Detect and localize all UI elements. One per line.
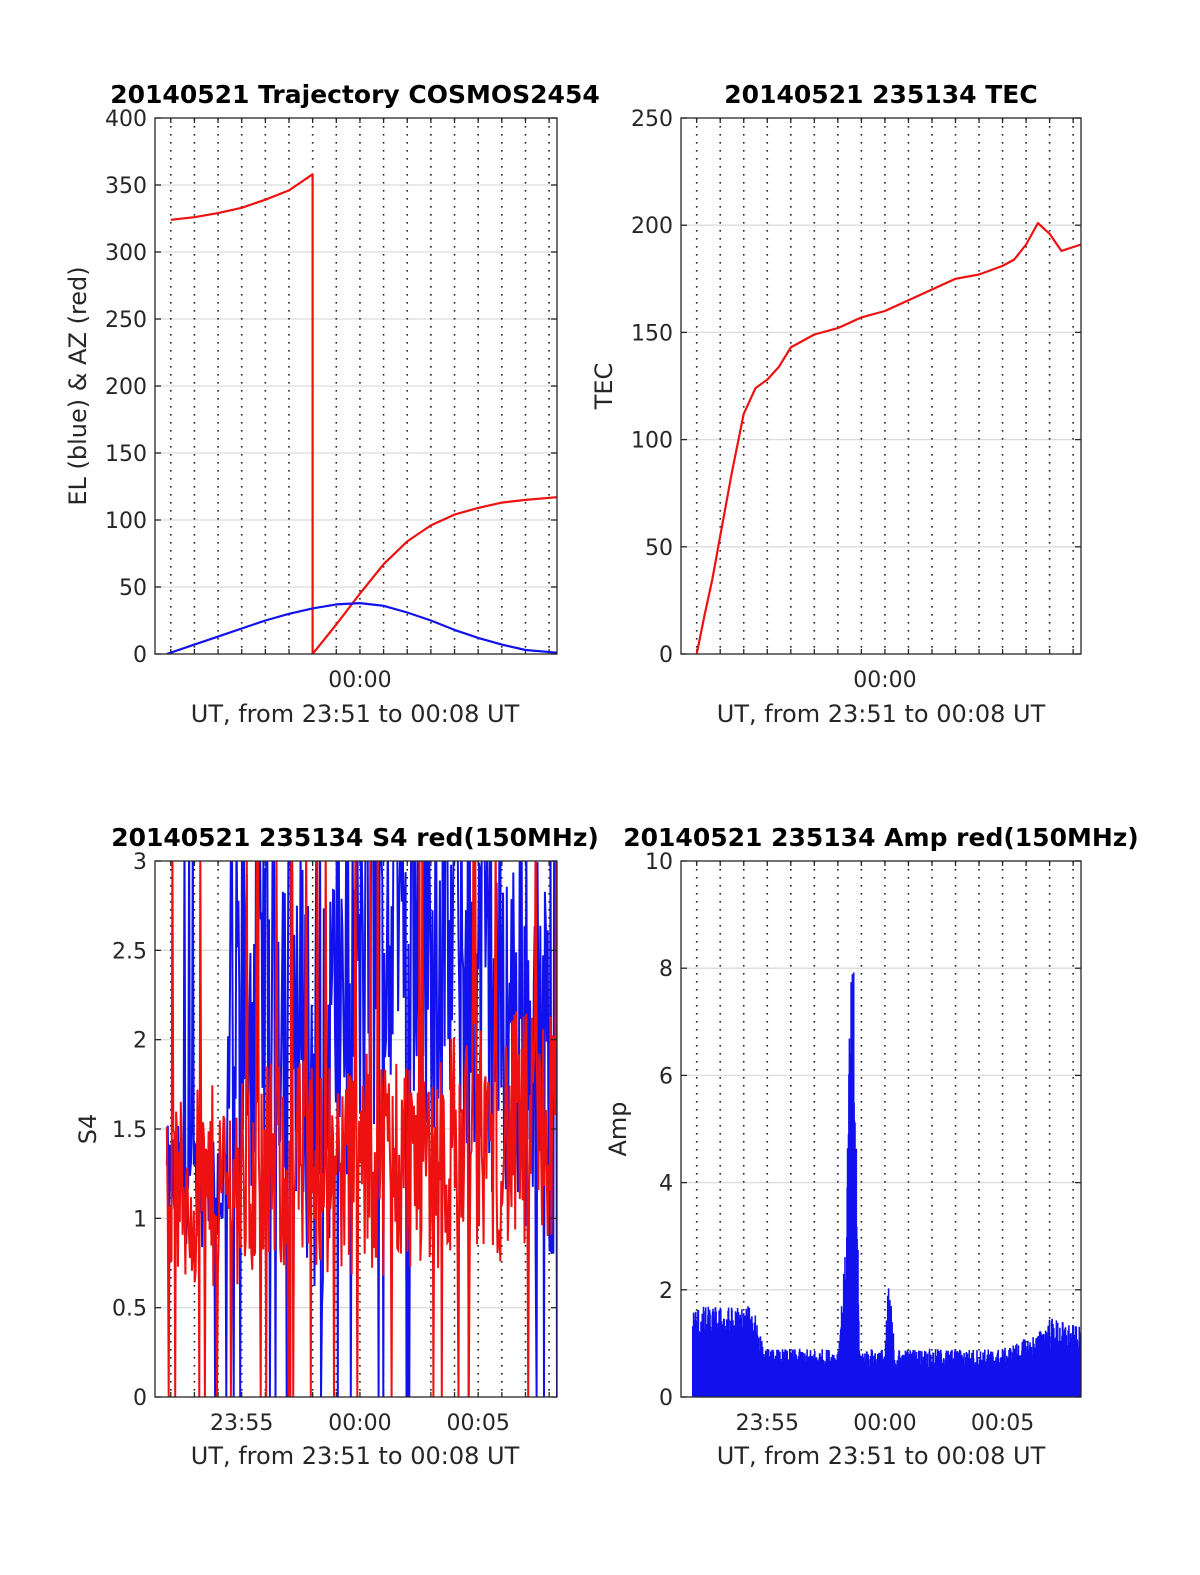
tec-title: 20140521 235134 TEC [724, 80, 1037, 109]
tec-axes-frame [680, 117, 1082, 655]
amp-xlabel: UT, from 23:51 to 00:08 UT [717, 1442, 1046, 1470]
tec-y-tick-label: 150 [631, 321, 673, 346]
trajectory-y-tick-label: 150 [105, 442, 147, 467]
amp-y-tick-label: 6 [659, 1064, 673, 1089]
amp-plot-area [692, 972, 1081, 1397]
tec-y-tick-label: 0 [659, 643, 673, 668]
s4-y-tick-label: 0.5 [112, 1297, 147, 1322]
amp-y-tick-label: 10 [645, 850, 673, 875]
tec-y-tick-label: 200 [631, 214, 673, 239]
trajectory-y-tick-label: 300 [105, 241, 147, 266]
s4-x-tick-label: 23:55 [210, 1411, 273, 1436]
trajectory-title: 20140521 Trajectory COSMOS2454 [110, 80, 600, 109]
s4-series-1-line [165, 861, 557, 1397]
s4-series-0-line [165, 861, 557, 1397]
s4-y-tick-label: 1 [133, 1207, 147, 1232]
tec-x-tick-label: 00:00 [853, 668, 916, 693]
trajectory-xlabel: UT, from 23:51 to 00:08 UT [191, 700, 520, 728]
trajectory-y-tick-label: 200 [105, 375, 147, 400]
amp-series-0-trace [692, 972, 1081, 1397]
amp-panel: 20140521 235134 Amp red(150MHz) UT, from… [604, 823, 1139, 1470]
tec-y-tick-label: 50 [645, 536, 673, 561]
s4-y-tick-label: 2.5 [112, 939, 147, 964]
tec-ylabel: TEC [590, 363, 618, 411]
trajectory-y-tick-label: 0 [133, 643, 147, 668]
s4-panel: 20140521 235134 S4 red(150MHz) UT, from … [74, 823, 599, 1470]
s4-y-tick-label: 3 [133, 850, 147, 875]
trajectory-x-tick-label: 00:00 [328, 668, 391, 693]
s4-ylabel: S4 [74, 1114, 102, 1145]
trajectory-series-1-line [166, 602, 557, 654]
trajectory-panel: 20140521 Trajectory COSMOS2454 UT, from … [64, 80, 600, 728]
amp-x-tick-label: 23:55 [736, 1411, 799, 1436]
amp-axes-frame [680, 860, 1082, 1398]
amp-x-tick-label: 00:05 [971, 1411, 1034, 1436]
trajectory-y-tick-label: 250 [105, 308, 147, 333]
tec-plot-area [695, 222, 1081, 654]
amp-y-tick-label: 0 [659, 1386, 673, 1411]
trajectory-y-tick-label: 50 [119, 576, 147, 601]
amp-y-tick-label: 8 [659, 957, 673, 982]
tec-y-tick-label: 100 [631, 429, 673, 454]
s4-title: 20140521 235134 S4 red(150MHz) [111, 823, 599, 852]
amp-title: 20140521 235134 Amp red(150MHz) [623, 823, 1139, 852]
s4-y-tick-label: 1.5 [112, 1118, 147, 1143]
trajectory-y-tick-label: 400 [105, 107, 147, 132]
trajectory-ylabel: EL (blue) & AZ (red) [64, 266, 92, 505]
amp-y-tick-label: 4 [659, 1172, 673, 1197]
amp-ylabel: Amp [604, 1101, 632, 1156]
s4-y-tick-label: 2 [133, 1029, 147, 1054]
trajectory-plot-area [166, 173, 557, 654]
tec-series-0-line [695, 222, 1081, 654]
trajectory-y-tick-label: 100 [105, 509, 147, 534]
trajectory-y-tick-label: 350 [105, 174, 147, 199]
s4-x-tick-label: 00:00 [328, 1411, 391, 1436]
s4-x-tick-label: 00:05 [446, 1411, 509, 1436]
s4-xlabel: UT, from 23:51 to 00:08 UT [191, 1442, 520, 1470]
s4-plot-area [165, 861, 557, 1397]
s4-y-tick-label: 0 [133, 1386, 147, 1411]
amp-y-tick-label: 2 [659, 1279, 673, 1304]
tec-xlabel: UT, from 23:51 to 00:08 UT [717, 700, 1046, 728]
tec-y-tick-label: 250 [631, 107, 673, 132]
trajectory-series-0-line [170, 173, 557, 654]
tec-panel: 20140521 235134 TEC UT, from 23:51 to 00… [590, 80, 1082, 728]
amp-x-tick-label: 00:00 [853, 1411, 916, 1436]
